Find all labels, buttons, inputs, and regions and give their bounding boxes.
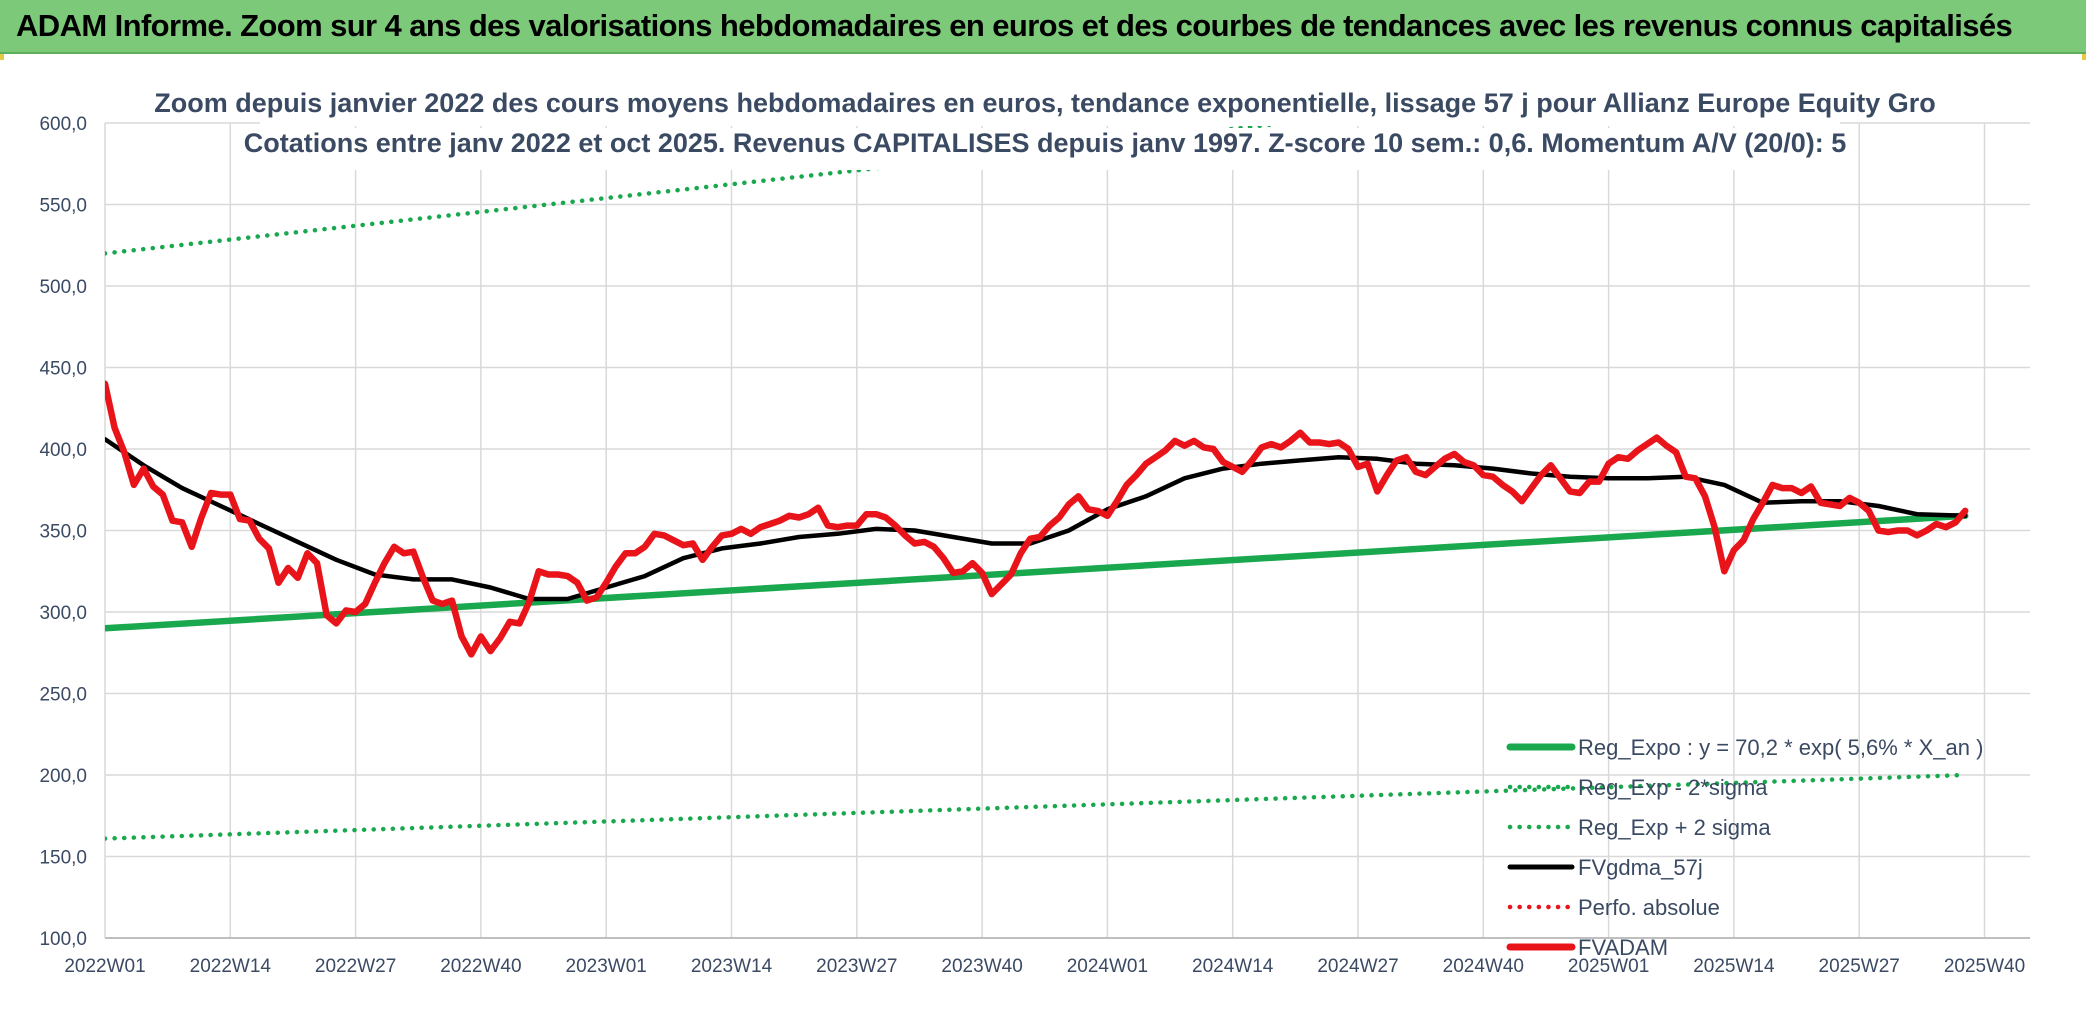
y-tick-label: 400,0	[39, 440, 87, 461]
x-tick-label: 2023W27	[816, 956, 897, 977]
legend: Reg_Expo : y = 70,2 * exp( 5,6% * X_an )…	[1506, 735, 1983, 960]
fvadam-line	[105, 380, 1969, 658]
x-tick-label: 2023W14	[691, 956, 773, 977]
y-tick-label: 250,0	[39, 685, 87, 706]
x-tick-label: 2022W14	[190, 956, 272, 977]
frame-accent-right	[2082, 54, 2086, 60]
legend-label: FVADAM	[1578, 935, 1668, 960]
legend-label: FVgdma_57j	[1578, 855, 1703, 880]
reg-exp-minus-2sigma-line	[105, 772, 1968, 841]
y-tick-label: 200,0	[39, 766, 87, 787]
x-tick-label: 2025W40	[1944, 956, 2025, 977]
x-tick-label: 2023W40	[941, 956, 1022, 977]
x-tick-label: 2023W01	[566, 956, 647, 977]
legend-label: Perfo. absolue	[1578, 895, 1720, 920]
chart-title-line-2: Cotations entre janv 2022 et oct 2025. R…	[244, 128, 1847, 158]
report-banner: ADAM Informe. Zoom sur 4 ans des valoris…	[0, 0, 2086, 54]
x-tick-label: 2025W01	[1568, 956, 1649, 977]
y-tick-label: 550,0	[39, 196, 87, 217]
x-tick-label: 2024W14	[1192, 956, 1274, 977]
frame-accent-left	[0, 54, 4, 60]
x-tick-label: 2022W01	[64, 956, 145, 977]
legend-label: Reg_Expo : y = 70,2 * exp( 5,6% * X_an )	[1578, 735, 1983, 760]
x-tick-label: 2024W27	[1317, 956, 1398, 977]
y-tick-label: 100,0	[39, 929, 87, 950]
x-tick-label: 2025W27	[1819, 956, 1900, 977]
axes: 100,0 150,0 200,0 250,0 300,0 350,0 400,0 450,0…	[39, 114, 2030, 977]
y-tick-label: 500,0	[39, 277, 87, 298]
report-title: ADAM Informe. Zoom sur 4 ans des valoris…	[16, 8, 2013, 43]
y-tick-label: 450,0	[39, 359, 87, 380]
chart-title-line-1: Zoom depuis janvier 2022 des cours moyen…	[154, 88, 1936, 118]
x-tick-label: 2024W01	[1067, 956, 1148, 977]
legend-label: Reg_Exp - 2*sigma	[1578, 775, 1768, 800]
y-tick-label: 300,0	[39, 603, 87, 624]
y-tick-label: 600,0	[39, 114, 87, 135]
legend-label: Reg_Exp + 2 sigma	[1578, 815, 1771, 840]
chart-title: Zoom depuis janvier 2022 des cours moyen…	[154, 80, 1936, 170]
reg-expo-line	[105, 512, 1969, 632]
series-layer	[105, 121, 1969, 841]
x-tick-label: 2025W14	[1693, 956, 1775, 977]
y-tick-label: 350,0	[39, 522, 87, 543]
x-tick-label: 2022W27	[315, 956, 396, 977]
chart-area: 100,0 150,0 200,0 250,0 300,0 350,0 400,0 450,0…	[39, 80, 2030, 977]
x-tick-label: 2022W40	[440, 956, 521, 977]
x-tick-label: 2024W40	[1443, 956, 1524, 977]
y-tick-label: 150,0	[39, 848, 87, 869]
